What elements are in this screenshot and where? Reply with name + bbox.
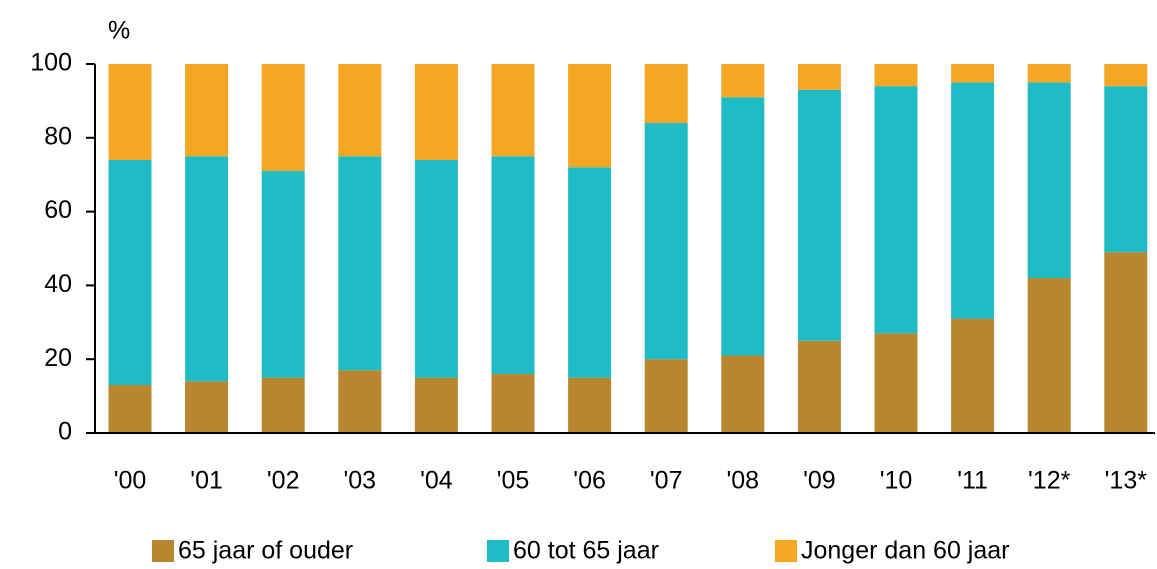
legend-label: 65 jaar of ouder — [178, 537, 353, 565]
bar-segment — [491, 156, 535, 374]
x-tick-label: '04 — [420, 467, 453, 495]
bar-segment — [414, 377, 458, 433]
x-tick-label: '02 — [267, 467, 300, 495]
x-tick-label: '12* — [1028, 467, 1071, 495]
bar-segment — [721, 355, 765, 433]
bar-segment — [721, 64, 765, 98]
bar-segment — [951, 82, 995, 319]
bar-segment — [108, 64, 152, 160]
legend-label: Jonger dan 60 jaar — [801, 537, 1009, 565]
bar-segment — [491, 64, 535, 157]
bar-segment — [1104, 252, 1148, 433]
bar-segment — [568, 64, 612, 168]
x-tick-label: '11 — [957, 467, 988, 495]
bar-segment — [797, 64, 841, 90]
legend-label: 60 tot 65 jaar — [513, 537, 659, 565]
x-tick-label: '06 — [573, 467, 606, 495]
bar-segment — [1104, 86, 1148, 253]
bar-segment — [338, 156, 382, 371]
bar-segment — [261, 171, 305, 378]
y-axis-label: % — [108, 17, 130, 45]
y-tick-label: 40 — [44, 270, 72, 298]
bar-segment — [338, 370, 382, 433]
legend-swatch — [487, 540, 509, 562]
bar-segment — [491, 373, 535, 433]
x-tick-label: '09 — [803, 467, 836, 495]
bar-segment — [414, 159, 458, 378]
x-tick-label: '05 — [497, 467, 530, 495]
bar-segment — [874, 333, 918, 433]
bar-segment — [108, 385, 152, 433]
bar-segment — [874, 64, 918, 87]
y-tick-label: 60 — [44, 196, 72, 224]
bar-segment — [261, 377, 305, 433]
x-tick-label: '10 — [880, 467, 913, 495]
bar-segment — [185, 64, 229, 157]
bar-segment — [1027, 82, 1071, 279]
x-tick-label: '03 — [344, 467, 377, 495]
bar-segment — [644, 359, 688, 433]
bar-segment — [951, 64, 995, 83]
bar-segment — [797, 340, 841, 433]
bar-segment — [1104, 64, 1148, 87]
bar-segment — [721, 97, 765, 356]
legend-swatch — [775, 540, 797, 562]
y-tick-label: 20 — [44, 344, 72, 372]
bar-segment — [185, 156, 229, 382]
x-tick-label: '13* — [1105, 467, 1148, 495]
y-tick-label: 0 — [58, 418, 72, 446]
bar-segment — [1027, 278, 1071, 433]
bar-segment — [644, 123, 688, 360]
bar-segment — [1027, 64, 1071, 83]
x-tick-label: '00 — [114, 467, 147, 495]
x-tick-label: '08 — [727, 467, 760, 495]
bar-segment — [644, 64, 688, 124]
y-tick-label: 80 — [44, 122, 72, 150]
bar-segment — [568, 167, 612, 378]
bar-segment — [568, 377, 612, 433]
bar-segment — [797, 89, 841, 341]
bar-segment — [874, 86, 918, 334]
bar-segment — [951, 318, 995, 433]
bar-segment — [261, 64, 305, 172]
x-tick-label: '07 — [650, 467, 683, 495]
bar-segment — [414, 64, 458, 160]
legend-swatch — [152, 540, 174, 562]
bar-segment — [185, 381, 229, 433]
x-tick-label: '01 — [190, 467, 223, 495]
y-tick-label: 100 — [30, 49, 72, 77]
bar-segment — [338, 64, 382, 157]
bar-segment — [108, 159, 152, 386]
